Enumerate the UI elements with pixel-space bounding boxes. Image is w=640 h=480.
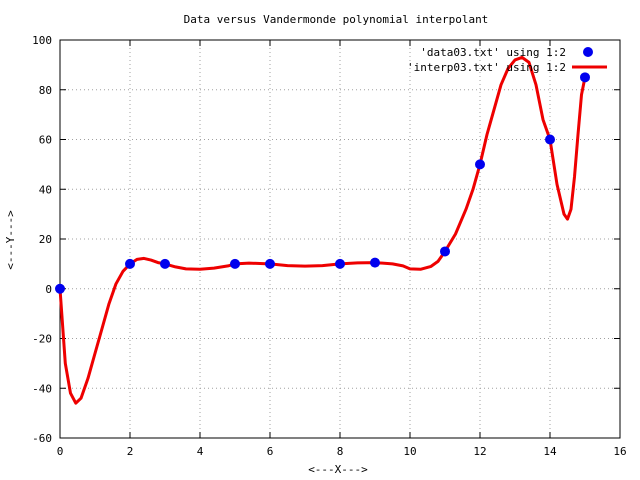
plot-frame xyxy=(59,39,621,439)
y-tick-label: -40 xyxy=(32,382,52,395)
data-point xyxy=(265,258,275,269)
y-tick-label: 80 xyxy=(39,84,52,97)
data-point xyxy=(440,246,450,257)
y-tick-label: -60 xyxy=(32,432,52,445)
y-axis-label: <---Y---> xyxy=(4,210,17,270)
grid xyxy=(60,40,620,438)
legend-label: 'data03.txt' using 1:2 xyxy=(420,46,566,59)
x-tick-label: 16 xyxy=(613,445,626,458)
x-tick-label: 6 xyxy=(267,445,274,458)
data-point xyxy=(580,72,590,83)
x-tick-label: 14 xyxy=(543,445,557,458)
data-point xyxy=(55,283,65,294)
x-tick-label: 0 xyxy=(57,445,64,458)
y-tick-label: 40 xyxy=(39,183,52,196)
legend-marker xyxy=(583,47,593,57)
y-tick-label: 100 xyxy=(32,34,52,47)
data-point xyxy=(230,258,240,269)
data-point xyxy=(475,159,485,170)
x-tick-label: 10 xyxy=(403,445,416,458)
data-point xyxy=(335,258,345,269)
x-tick-label: 4 xyxy=(197,445,204,458)
legend-label: 'interp03.txt' using 1:2 xyxy=(407,61,566,74)
x-tick-label: 2 xyxy=(127,445,134,458)
axis-ticks: 0 2 4 6 8 10 12 14 16 -60 -40 -20 0 20 40 60 80 100 xyxy=(32,34,627,458)
y-tick-label: 0 xyxy=(45,283,52,296)
x-tick-label: 12 xyxy=(473,445,486,458)
x-axis-label: <---X---> xyxy=(308,463,368,476)
y-tick-label: 60 xyxy=(39,134,52,147)
data-point xyxy=(370,257,380,268)
x-tick-label: 8 xyxy=(337,445,344,458)
legend: 'data03.txt' using 1:2 'interp03.txt' usi… xyxy=(407,46,607,74)
y-tick-label: -20 xyxy=(32,333,52,346)
y-tick-label: 20 xyxy=(39,233,52,246)
series-layer xyxy=(55,55,590,405)
interpolant-line xyxy=(58,55,587,405)
data-point xyxy=(125,258,135,269)
chart-title: Data versus Vandermonde polynomial inter… xyxy=(184,13,489,26)
data-point xyxy=(545,134,555,145)
data-point xyxy=(160,258,170,269)
